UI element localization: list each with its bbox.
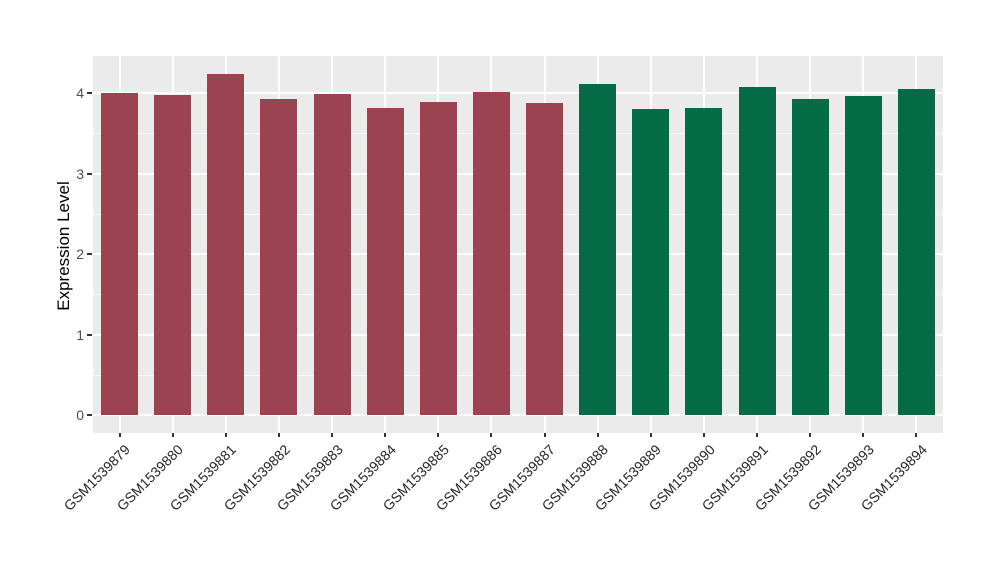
y-tick-mark: [87, 92, 92, 94]
x-tick-mark: [915, 433, 918, 437]
gridline-minor: [93, 213, 943, 215]
y-tick-mark: [87, 253, 92, 255]
gridline-minor: [93, 294, 943, 296]
y-tick-label: 3: [76, 165, 84, 182]
y-tick-mark: [87, 333, 92, 336]
bar-GSM1539885: [419, 101, 457, 415]
x-tick-mark: [649, 433, 652, 437]
y-tick-label: 2: [76, 246, 84, 262]
gridline-major: [93, 172, 943, 175]
bar-GSM1539892: [791, 98, 829, 415]
x-tick-mark: [118, 433, 121, 437]
bar-GSM1539879: [101, 93, 139, 415]
y-tick-mark: [87, 414, 92, 416]
bar-GSM1539894: [897, 88, 935, 415]
gridline-major: [93, 253, 943, 255]
bar-GSM1539880: [154, 94, 192, 415]
x-tick-mark: [543, 433, 546, 437]
x-tick-mark: [171, 433, 174, 437]
x-tick-mark: [702, 433, 705, 437]
x-tick-mark: [224, 433, 227, 437]
x-tick-mark: [809, 433, 812, 437]
bar-GSM1539884: [366, 108, 404, 415]
x-tick-mark: [331, 433, 334, 437]
y-tick-label: 4: [76, 85, 84, 101]
x-tick-mark: [437, 433, 440, 437]
gridline-minor: [93, 374, 943, 376]
bar-GSM1539881: [207, 74, 245, 415]
gridline-major: [93, 333, 943, 336]
y-tick-label: 1: [76, 326, 84, 343]
bar-GSM1539883: [313, 93, 351, 415]
bar-GSM1539890: [685, 108, 723, 415]
bar-GSM1539886: [472, 92, 510, 415]
bar-GSM1539891: [738, 86, 776, 415]
y-tick-label: 0: [76, 407, 84, 423]
gridline-minor: [93, 133, 943, 135]
bar-GSM1539889: [632, 109, 670, 415]
x-tick-mark: [596, 433, 599, 437]
x-tick-mark: [277, 433, 280, 437]
gridline-major: [93, 414, 943, 416]
y-tick-mark: [87, 172, 92, 175]
bar-GSM1539887: [526, 102, 564, 415]
x-tick-mark: [862, 433, 865, 437]
bar-GSM1539888: [579, 84, 617, 415]
bar-GSM1539893: [844, 96, 882, 415]
x-tick-mark: [384, 433, 387, 437]
bar-GSM1539882: [260, 99, 298, 415]
x-tick-mark: [490, 433, 493, 437]
x-tick-mark: [756, 433, 759, 437]
plot-panel: [93, 56, 943, 433]
gridline-major: [93, 92, 943, 94]
